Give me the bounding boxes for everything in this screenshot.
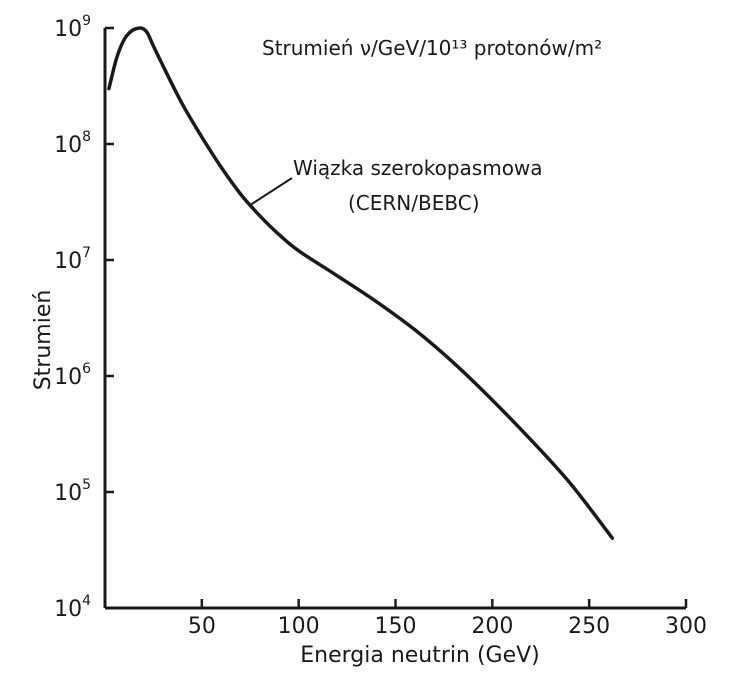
series-annotation-line2: (CERN/BEBC): [348, 191, 480, 215]
x-tick-label: 150: [375, 614, 417, 639]
tick-labels: 50 100 150 200 250 300 104 105 106 107 108 109: [54, 13, 707, 639]
y-tick-label: 108: [54, 129, 91, 158]
y-tick-label: 109: [54, 13, 91, 42]
x-tick-label: 300: [665, 614, 707, 639]
ticks: [105, 26, 688, 610]
series-leader-line: [249, 177, 293, 206]
x-tick-label: 200: [471, 614, 513, 639]
y-tick-label: 106: [54, 361, 91, 390]
x-axis-title: Energia neutrin (GeV): [300, 643, 540, 668]
series-annotation-line1: Wiązka szerokopasmowa: [293, 156, 543, 180]
x-tick-label: 50: [188, 614, 216, 639]
x-tick-label: 250: [568, 614, 610, 639]
y-tick-label: 105: [54, 477, 91, 506]
series-line: [107, 26, 615, 540]
x-tick-label: 100: [278, 614, 320, 639]
y-tick-label: 104: [54, 593, 91, 622]
y-tick-label: 107: [54, 245, 91, 274]
units-annotation: Strumień ν/GeV/10¹³ protonów/m²: [262, 36, 602, 60]
y-axis-title: Strumień: [31, 290, 56, 391]
